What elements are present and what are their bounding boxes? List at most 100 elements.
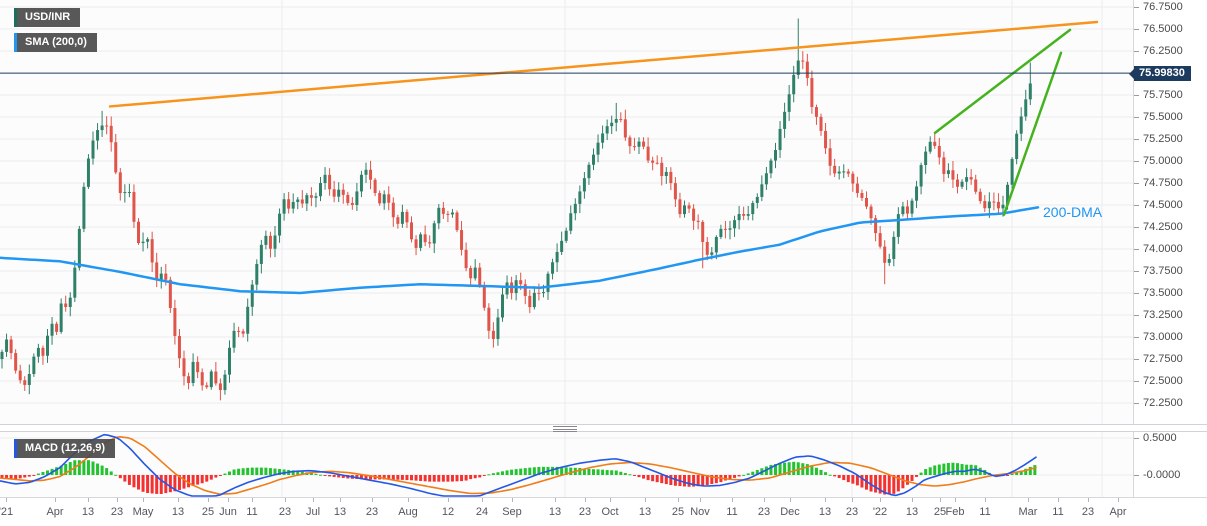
time-axis-tick <box>955 498 956 502</box>
time-axis-label: 11 <box>246 506 258 518</box>
price-axis-label: 72.2500 <box>1143 397 1183 409</box>
macd-axis-tick <box>1134 438 1139 439</box>
panel-resize-handle[interactable] <box>553 425 577 433</box>
time-axis-label: 13 <box>333 506 347 518</box>
price-axis-label: 75.2500 <box>1143 133 1183 145</box>
time-axis-label: Oct <box>601 506 619 518</box>
time-axis-label: Jul <box>305 506 321 518</box>
price-axis-tick <box>1134 293 1139 294</box>
price-axis-tick <box>1134 7 1139 8</box>
price-axis-tick <box>1134 161 1139 162</box>
price-axis-label: 74.5000 <box>1143 199 1183 211</box>
sma-legend-chip: SMA (200,0) <box>14 33 97 52</box>
macd-axis-tick <box>1134 475 1139 476</box>
price-axis-tick <box>1134 205 1139 206</box>
macd-legend-chip: MACD (12,26,9) <box>14 439 116 458</box>
time-axis-tick <box>764 498 765 502</box>
price-axis-tick <box>1134 381 1139 382</box>
last-price-badge: 75.99830 <box>1129 66 1191 81</box>
time-axis-label: 11 <box>1052 506 1064 518</box>
time-axis-tick <box>482 498 483 502</box>
price-axis-tick <box>1134 271 1139 272</box>
price-axis-label: 73.5000 <box>1143 287 1183 299</box>
time-axis-tick <box>340 498 341 502</box>
time-axis-label: 23 <box>365 506 379 518</box>
time-axis-label: 11 <box>726 506 738 518</box>
price-axis-tick <box>1134 139 1139 140</box>
time-axis-tick <box>912 498 913 502</box>
time-axis-tick <box>1028 498 1029 502</box>
price-axis-tick <box>1134 315 1139 316</box>
time-axis-tick <box>512 498 513 502</box>
time-axis-label: 13 <box>905 506 919 518</box>
macd-accent-bar <box>14 439 17 458</box>
price-axis-tick <box>1134 359 1139 360</box>
time-axis-tick <box>678 498 679 502</box>
time-axis-tick <box>285 498 286 502</box>
price-axis-label: 75.0000 <box>1143 155 1183 167</box>
price-axis-tick <box>1134 51 1139 52</box>
time-axis-tick <box>852 498 853 502</box>
time-axis-label: 23 <box>1081 506 1095 518</box>
dma-annotation: 200-DMA <box>1043 204 1103 220</box>
price-badge-arrow-icon <box>1129 69 1134 79</box>
symbol-accent-bar <box>14 8 17 27</box>
time-axis-tick <box>178 498 179 502</box>
time-axis-label: 13 <box>638 506 652 518</box>
price-axis-label: 73.0000 <box>1143 331 1183 343</box>
price-axis-label: 75.5000 <box>1143 111 1183 123</box>
time-axis-tick <box>1058 498 1059 502</box>
time-axis-label: '21 <box>0 506 14 518</box>
time-axis-tick <box>825 498 826 502</box>
time-axis-label: 13 <box>171 506 185 518</box>
time-axis-label: 11 <box>979 506 991 518</box>
time-axis-label: 25 <box>671 506 685 518</box>
price-axis-label: 72.7500 <box>1143 353 1183 365</box>
time-axis-tick <box>555 498 556 502</box>
macd-axis-label: -0.0000 <box>1143 469 1181 481</box>
time-axis-tick <box>985 498 986 502</box>
time-axis-tick <box>790 498 791 502</box>
time-axis-tick <box>408 498 409 502</box>
time-axis[interactable]: '21 Apr 13 23 May 13 25 Jun 11 23 Jul 13 23 Aug 12 24 Se… <box>0 497 1207 526</box>
panel-divider <box>0 424 1207 432</box>
time-axis-label: 25 <box>201 506 215 518</box>
time-axis-tick <box>88 498 89 502</box>
last-price-value: 75.99830 <box>1139 67 1185 79</box>
price-axis-label: 75.7500 <box>1143 89 1183 101</box>
time-axis-label: Feb <box>945 506 965 518</box>
time-axis-tick <box>1118 498 1119 502</box>
price-axis-label: 74.2500 <box>1143 221 1183 233</box>
time-axis-label: 13 <box>548 506 562 518</box>
time-axis-tick <box>1088 498 1089 502</box>
price-axis-tick <box>1134 117 1139 118</box>
sma-label: SMA (200,0) <box>25 36 87 48</box>
time-axis-tick <box>940 498 941 502</box>
time-axis-label: Apr <box>1109 506 1127 518</box>
time-axis-label: 13 <box>81 506 95 518</box>
price-axis-label: 73.2500 <box>1143 309 1183 321</box>
price-axis-tick <box>1134 403 1139 404</box>
time-axis-tick <box>6 498 7 502</box>
time-axis-label: Sep <box>502 506 522 518</box>
time-axis-tick <box>645 498 646 502</box>
time-axis-label: 12 <box>441 506 455 518</box>
price-axis-label: 72.5000 <box>1143 375 1183 387</box>
time-axis-label: Dec <box>780 506 800 518</box>
time-axis-label: Apr <box>46 506 64 518</box>
time-axis-tick <box>880 498 881 502</box>
time-axis-label: Nov <box>690 506 710 518</box>
time-axis-tick <box>55 498 56 502</box>
time-axis-label: 13 <box>818 506 832 518</box>
macd-label: MACD (12,26,9) <box>25 442 106 454</box>
time-axis-label: Jun <box>219 506 237 518</box>
price-axis-label: 76.5000 <box>1143 23 1183 35</box>
time-axis-tick <box>252 498 253 502</box>
price-axis-tick <box>1134 95 1139 96</box>
time-axis-tick <box>372 498 373 502</box>
time-axis-tick <box>448 498 449 502</box>
price-axis[interactable]: 76.7500 76.5000 76.2500 75.7500 75.5000 75.25… <box>1133 0 1207 497</box>
price-axis-label: 74.7500 <box>1143 177 1183 189</box>
time-axis-tick <box>700 498 701 502</box>
